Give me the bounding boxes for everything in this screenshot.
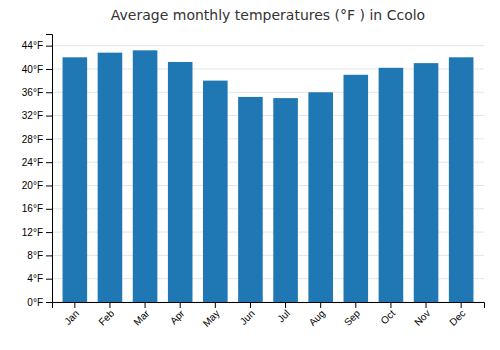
x-tick: Apr	[168, 302, 187, 326]
chart: Jan Feb Mar Apr May Jun Jul Aug Sep Oct Nov Dec 0°F 4…	[0, 0, 500, 350]
y-tick-mark	[46, 162, 52, 163]
y-tick-mark	[46, 185, 52, 186]
x-tick-mark	[426, 302, 427, 308]
y-tick-label: 8°F	[27, 250, 43, 261]
x-tick-mark	[390, 302, 391, 308]
y-tick: 32°F	[22, 110, 52, 121]
x-axis-line	[53, 303, 485, 309]
y-tick-mark	[46, 302, 52, 303]
x-tick-label: Oct	[379, 308, 398, 327]
x-tick-label: May	[201, 308, 222, 329]
x-tick-label: Sep	[342, 307, 363, 328]
title: Average monthly temperatures (°F ) in Cc…	[111, 7, 425, 23]
x-tick-mark	[215, 302, 216, 308]
x-tick-label: Aug	[307, 308, 327, 328]
x-tick-mark	[74, 302, 75, 308]
bar	[344, 75, 369, 302]
bar	[203, 81, 228, 302]
bar	[63, 57, 88, 302]
y-tick-label: 32°F	[22, 110, 43, 121]
bar	[414, 63, 439, 302]
x-tick-mark	[320, 302, 321, 308]
x-tick-mark	[355, 302, 356, 308]
y-axis-line	[46, 35, 53, 303]
y-axis: 0°F 4°F 8°F 12°F 16°F 20°F 24°F 28°F 32°F 36°F 40°…	[22, 35, 53, 308]
x-tick: Aug	[307, 302, 327, 328]
y-tick: 40°F	[22, 64, 52, 75]
y-tick: 28°F	[22, 134, 52, 145]
x-tick-mark	[109, 302, 110, 308]
x-tick: Feb	[96, 302, 116, 328]
y-tick: 16°F	[22, 203, 52, 214]
bar	[449, 57, 474, 302]
y-tick-label: 44°F	[22, 40, 43, 51]
x-tick-label: Jun	[238, 308, 257, 327]
y-tick-mark	[46, 232, 52, 233]
y-tick: 12°F	[22, 227, 52, 238]
y-tick-mark	[46, 255, 52, 256]
x-tick: May	[201, 302, 222, 329]
plot: Jan Feb Mar Apr May Jun Jul Aug Sep Oct Nov Dec 0°F 4…	[22, 35, 485, 329]
x-tick-label: Apr	[168, 307, 187, 326]
y-tick: 4°F	[27, 273, 52, 284]
x-tick: Jun	[238, 302, 257, 327]
bar	[98, 53, 123, 302]
bar	[238, 97, 263, 302]
y-tick-label: 0°F	[27, 297, 43, 308]
x-tick-mark	[250, 302, 251, 308]
y-tick-label: 28°F	[22, 134, 43, 145]
y-tick-label: 4°F	[27, 273, 43, 284]
y-tick: 0°F	[27, 297, 52, 308]
y-tick: 36°F	[22, 87, 52, 98]
grid	[52, 46, 484, 302]
y-tick-label: 12°F	[22, 227, 43, 238]
y-tick-label: 16°F	[22, 203, 43, 214]
x-axis: Jan Feb Mar Apr May Jun Jul Aug Sep Oct Nov Dec	[53, 302, 485, 329]
x-tick: Mar	[131, 302, 151, 328]
bars	[63, 50, 474, 302]
y-tick-label: 20°F	[22, 180, 43, 191]
y-tick-mark	[46, 139, 52, 140]
x-tick-mark	[461, 302, 462, 308]
bar	[308, 92, 333, 302]
x-tick-label: Dec	[447, 308, 467, 328]
y-tick: 24°F	[22, 157, 52, 168]
y-tick-label: 24°F	[22, 157, 43, 168]
y-tick-mark	[46, 46, 52, 47]
x-tick: Sep	[342, 302, 363, 328]
grid-line	[52, 45, 484, 46]
x-tick-mark	[285, 302, 286, 308]
y-tick-mark	[46, 209, 52, 210]
x-tick-label: Mar	[131, 307, 151, 327]
y-tick-mark	[46, 92, 52, 93]
y-tick-mark	[46, 279, 52, 280]
bar	[379, 68, 404, 302]
x-tick-label: Feb	[96, 307, 116, 327]
y-tick-mark	[46, 69, 52, 70]
x-tick-label: Nov	[412, 308, 432, 328]
y-tick: 20°F	[22, 180, 52, 191]
x-tick-mark	[145, 302, 146, 308]
y-tick-label: 40°F	[22, 64, 43, 75]
x-tick-label: Jul	[275, 308, 292, 325]
bar	[168, 62, 193, 302]
x-tick: Jul	[275, 302, 292, 324]
y-tick: 8°F	[27, 250, 52, 261]
x-tick: Jan	[62, 302, 81, 327]
x-tick-label: Jan	[62, 308, 81, 327]
y-tick: 44°F	[22, 40, 52, 51]
y-tick-mark	[46, 116, 52, 117]
x-tick-mark	[180, 302, 181, 308]
bar	[133, 50, 158, 302]
x-tick: Nov	[412, 302, 432, 328]
y-tick-label: 36°F	[22, 87, 43, 98]
bar	[273, 98, 298, 302]
x-tick: Dec	[447, 302, 467, 328]
x-tick: Oct	[379, 302, 398, 326]
